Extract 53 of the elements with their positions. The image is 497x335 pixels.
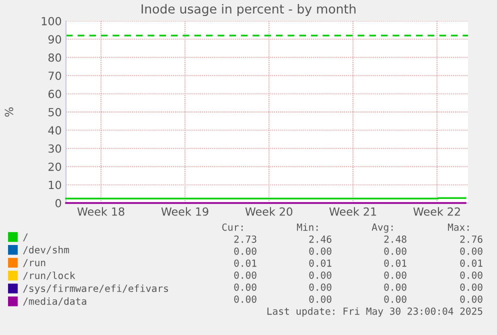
y-axis-title: % [4,107,14,117]
text: 2.48 [384,235,406,243]
y-tick-label: 90 [48,35,62,44]
text: Min: [296,223,318,231]
y-tick-label: 20 [48,162,62,171]
text: Cur: [222,223,243,231]
text: 0.00 [309,295,332,303]
text: 0.00 [309,283,332,291]
text: 2.46 [309,235,332,243]
text: Max: [448,224,469,231]
text: 0.00 [384,283,406,291]
text: 0.00 [234,271,256,279]
text: 0.00 [234,283,256,291]
text: 0.00 [234,295,256,303]
text: 0.01 [460,259,482,267]
x-tick-label: Week 19 [161,207,208,216]
y-tick-label: 80 [48,53,62,62]
legend-label: / [23,233,28,242]
y-tick-label: 70 [48,72,62,80]
x-tick-label: Week 18 [77,207,124,216]
legend-label: /dev/shm [23,246,69,254]
text: 0.00 [384,247,406,255]
y-tick-label: 60 [48,90,62,98]
legend-label: /run/lock [23,272,76,280]
text: 0.01 [309,259,332,267]
x-tick-label: Week 20 [245,207,292,216]
text: 2.76 [460,235,482,243]
text: 2.73 [234,235,256,243]
text: 0.01 [234,259,256,267]
y-tick-label: 40 [48,126,62,135]
text: 0.01 [384,259,406,267]
x-tick-label: Week 22 [413,207,460,216]
text: Last update: Fri May 30 23:00:04 2025 [267,307,482,317]
y-tick-label: 50 [48,108,62,116]
legend-label: /sys/firmware/efi/efivars [23,284,168,294]
legend-label: /run [23,259,46,268]
x-tick-label: Week 21 [329,207,376,216]
text: Avg: [372,224,393,233]
text: 0.00 [460,295,482,303]
y-tick-label: 100 [42,16,62,26]
text: 0.00 [460,247,482,255]
text: 0.00 [309,271,332,279]
text: 0.00 [460,283,482,291]
y-tick-label: 0 [55,198,62,208]
text: 0.00 [384,271,406,279]
text: 0.00 [384,295,406,303]
text: 0.00 [309,247,332,255]
chart-title: Inode usage in percent - by month [142,4,356,16]
y-tick-label: 10 [48,180,62,190]
text: 0.00 [234,247,256,255]
legend-label: /media/data [23,297,86,306]
y-tick-label: 30 [48,144,62,153]
text: 0.00 [460,271,482,279]
